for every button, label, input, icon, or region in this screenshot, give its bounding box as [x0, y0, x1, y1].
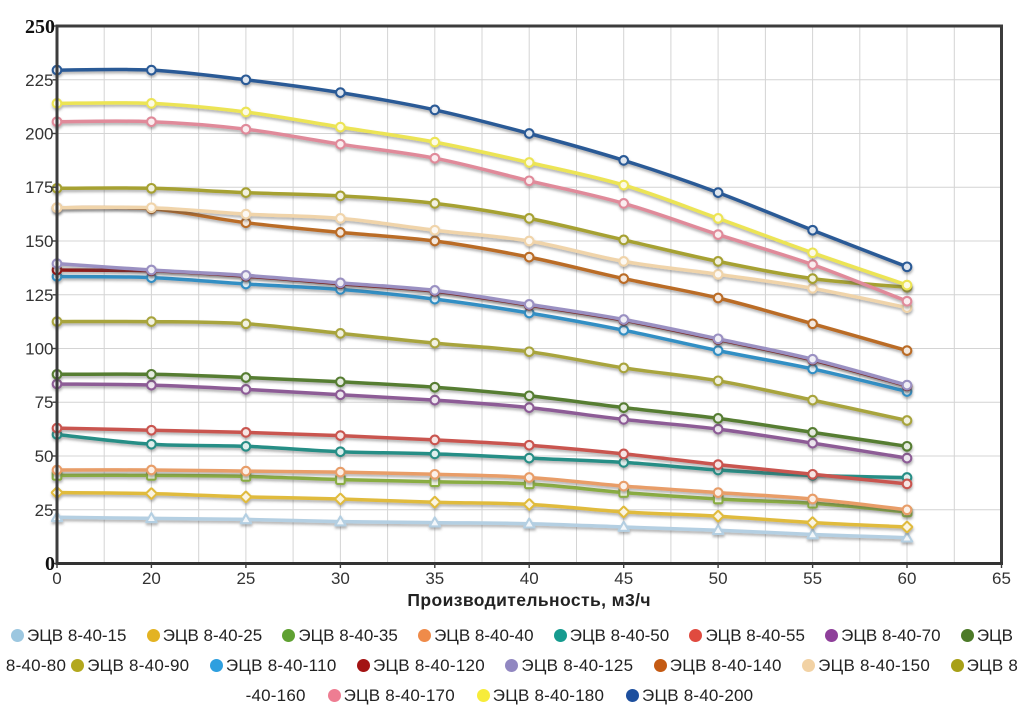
svg-text:225: 225 [25, 71, 53, 90]
svg-text:Производительность, м3/ч: Производительность, м3/ч [407, 590, 651, 610]
svg-text:40: 40 [520, 569, 539, 588]
svg-text:45: 45 [614, 569, 633, 588]
svg-text:60: 60 [898, 569, 917, 588]
svg-text:50: 50 [35, 447, 54, 466]
svg-text:25: 25 [236, 569, 255, 588]
svg-text:175: 175 [25, 178, 53, 197]
svg-text:150: 150 [25, 232, 53, 251]
svg-text:65: 65 [992, 569, 1011, 588]
svg-text:55: 55 [803, 569, 822, 588]
svg-text:200: 200 [25, 125, 53, 144]
svg-text:75: 75 [35, 393, 54, 412]
svg-text:25: 25 [35, 501, 54, 520]
svg-text:250: 250 [25, 16, 55, 38]
svg-text:35: 35 [425, 569, 444, 588]
svg-text:50: 50 [709, 569, 728, 588]
svg-text:125: 125 [25, 286, 53, 305]
svg-text:100: 100 [25, 340, 53, 359]
svg-text:0: 0 [45, 553, 55, 575]
svg-text:0: 0 [52, 569, 61, 588]
svg-text:20: 20 [142, 569, 161, 588]
svg-text:30: 30 [331, 569, 350, 588]
